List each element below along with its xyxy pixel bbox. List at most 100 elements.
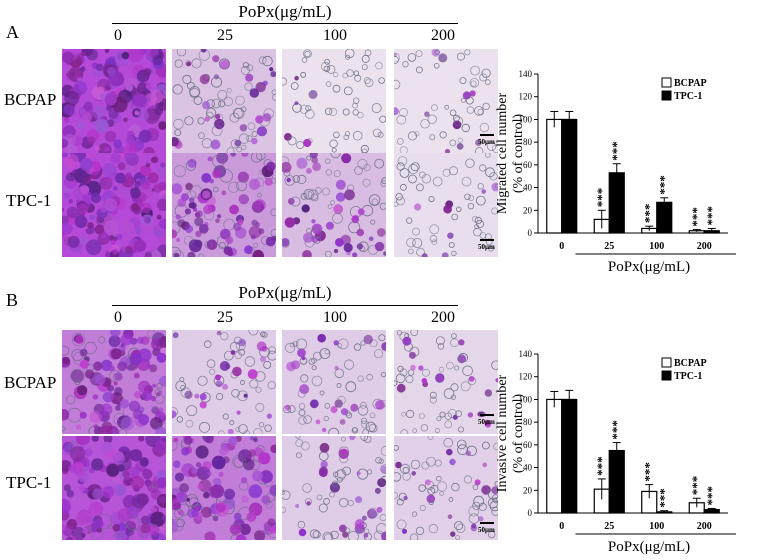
cell-blob bbox=[252, 470, 263, 482]
cell-blob bbox=[266, 161, 276, 172]
cell-blob bbox=[81, 52, 86, 57]
cell-blob bbox=[184, 224, 193, 234]
cell-blob bbox=[215, 502, 226, 513]
micrograph-texture bbox=[172, 153, 276, 257]
cell-blob bbox=[415, 66, 423, 74]
cell-blob bbox=[410, 533, 419, 540]
cell-blob bbox=[309, 529, 320, 539]
cell-blob bbox=[479, 164, 487, 172]
cell-blob bbox=[286, 177, 291, 183]
cell-blob bbox=[298, 416, 307, 425]
cell-blob bbox=[347, 531, 359, 540]
cell-blob bbox=[361, 420, 370, 429]
cell-blob bbox=[303, 138, 312, 148]
cell-blob bbox=[468, 513, 480, 524]
cell-blob bbox=[183, 436, 193, 445]
y-axis-label: (% of control) bbox=[511, 114, 526, 194]
significance-marker: *** bbox=[704, 206, 719, 226]
cell-blob bbox=[297, 520, 306, 529]
cell-blob bbox=[455, 523, 466, 534]
cell-blob bbox=[269, 67, 274, 72]
cell-blob bbox=[197, 117, 205, 125]
cell-blob bbox=[473, 495, 485, 507]
cell-blob bbox=[119, 399, 130, 409]
cell-blob bbox=[187, 158, 197, 168]
cell-blob bbox=[264, 424, 272, 432]
cell-blob bbox=[294, 101, 299, 106]
cell-blob bbox=[221, 190, 227, 196]
cell-blob bbox=[62, 51, 74, 64]
cell-blob bbox=[357, 159, 368, 170]
cell-blob bbox=[330, 153, 341, 159]
cell-blob bbox=[318, 503, 328, 513]
cell-blob bbox=[63, 104, 75, 115]
cell-blob bbox=[222, 383, 229, 390]
cell-blob bbox=[189, 202, 197, 209]
cell-blob bbox=[201, 138, 213, 149]
cell-blob bbox=[421, 253, 428, 257]
cell-blob bbox=[415, 526, 425, 536]
cell-blob bbox=[243, 458, 255, 471]
cell-blob bbox=[428, 523, 439, 534]
cell-blob bbox=[249, 88, 260, 98]
cell-blob bbox=[396, 498, 404, 506]
cell-blob bbox=[350, 403, 359, 412]
cell-blob bbox=[315, 419, 321, 425]
cell-blob bbox=[415, 183, 424, 192]
cell-blob bbox=[184, 390, 193, 399]
cell-blob bbox=[407, 131, 418, 141]
micrograph-texture bbox=[394, 153, 498, 257]
cell-blob bbox=[173, 460, 181, 468]
micrograph-texture bbox=[394, 330, 498, 434]
cell-blob bbox=[292, 175, 301, 183]
cell-blob bbox=[486, 141, 497, 152]
cell-blob bbox=[255, 402, 265, 412]
y-tick-label: 0 bbox=[528, 508, 533, 518]
x-tick-label: 200 bbox=[697, 241, 712, 252]
significance-marker: *** bbox=[656, 488, 671, 508]
cell-blob bbox=[259, 169, 265, 175]
cell-blob bbox=[87, 136, 96, 145]
cell-blob bbox=[363, 334, 373, 345]
cell-blob bbox=[263, 360, 272, 369]
cell-blob bbox=[336, 469, 347, 479]
cell-blob bbox=[79, 185, 90, 195]
y-tick-label: 140 bbox=[519, 349, 533, 359]
cell-blob bbox=[421, 378, 427, 384]
cell-blob bbox=[211, 125, 223, 136]
cell-blob bbox=[484, 419, 491, 426]
cell-blob bbox=[489, 172, 498, 181]
cell-blob bbox=[292, 341, 299, 347]
cell-blob bbox=[133, 239, 147, 252]
cell-blob bbox=[424, 111, 430, 117]
cell-blob bbox=[357, 111, 364, 119]
cell-blob bbox=[85, 239, 102, 256]
cell-blob bbox=[205, 111, 214, 120]
cell-blob bbox=[70, 368, 85, 383]
cell-blob bbox=[482, 102, 490, 111]
cell-blob bbox=[303, 415, 312, 424]
dose-label: 25 bbox=[217, 309, 233, 326]
cell-blob bbox=[134, 110, 140, 116]
cell-blob bbox=[295, 504, 300, 508]
cell-blob bbox=[110, 153, 121, 164]
panel-letter-a: A bbox=[6, 22, 19, 42]
cell-blob bbox=[205, 436, 214, 444]
cell-blob bbox=[265, 236, 276, 247]
cell-blob bbox=[62, 426, 66, 432]
cell-blob bbox=[158, 121, 166, 130]
cell-blob bbox=[125, 246, 133, 254]
cell-blob bbox=[246, 135, 253, 142]
cell-blob bbox=[248, 330, 259, 336]
significance-marker: *** bbox=[656, 175, 671, 195]
cell-blob bbox=[337, 343, 343, 349]
cell-blob bbox=[141, 390, 153, 401]
cell-blob bbox=[174, 508, 184, 519]
dose-title-a: PoPx(μg/mL) bbox=[238, 2, 332, 21]
cell-blob bbox=[304, 498, 312, 506]
cell-blob bbox=[332, 84, 341, 93]
micrograph bbox=[172, 436, 276, 540]
cell-blob bbox=[199, 74, 210, 85]
cell-blob bbox=[432, 176, 443, 187]
cell-blob bbox=[448, 497, 454, 502]
